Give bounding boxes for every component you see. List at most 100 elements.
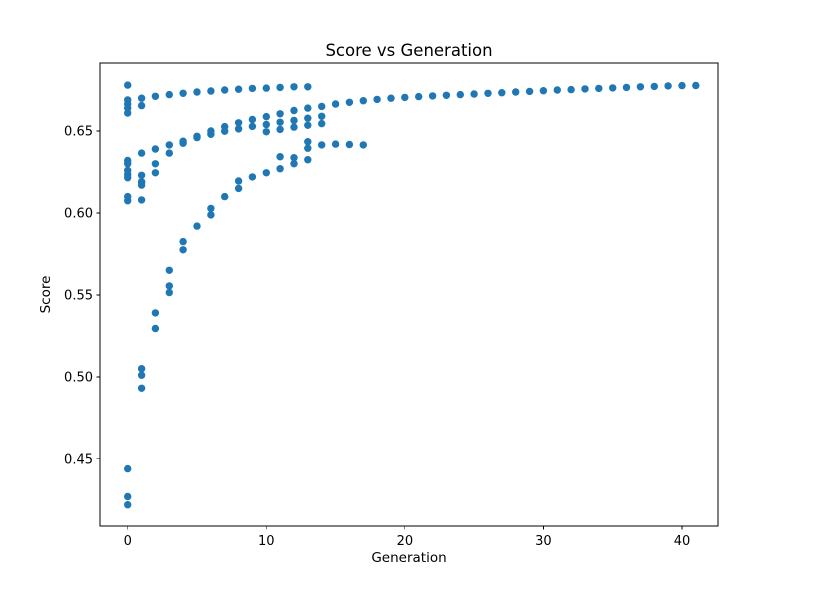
scatter-point-run-mid-a — [262, 120, 270, 129]
scatter-point-run-mid-a — [248, 122, 257, 131]
scatter-point-early-scatter — [124, 197, 132, 205]
scatter-point-run-long — [595, 84, 603, 93]
x-tick-label: 40 — [674, 534, 691, 549]
scatter-point-run-steep — [165, 288, 173, 297]
scatter-point-run-long — [567, 85, 575, 94]
scatter-point-run-long — [373, 95, 381, 104]
scatter-point-run-long — [428, 92, 437, 100]
scatter-point-run-long — [664, 82, 672, 90]
scatter-point-run-steep — [124, 492, 132, 501]
scatter-point-run-long — [650, 82, 658, 91]
y-tick-label: 0.60 — [64, 206, 93, 221]
scatter-point-run-mid-a — [234, 125, 243, 133]
scatter-point-run-steep — [179, 246, 187, 254]
scatter-point-run-long — [262, 112, 270, 121]
scatter-point-run-steep — [207, 211, 215, 219]
scatter-point-run-top — [165, 90, 173, 99]
scatter-point-run-steep — [124, 464, 132, 473]
scatter-point-early-scatter — [137, 196, 146, 204]
scatter-point-run-long — [442, 91, 451, 100]
scatter-point-run-long — [359, 97, 367, 105]
scatter-point-run-top — [290, 83, 298, 91]
scatter-point-run-long — [498, 89, 506, 97]
scatter-point-run-top — [262, 84, 270, 92]
scatter-point-run-top — [137, 101, 146, 110]
scatter-point-run-steep — [137, 371, 146, 379]
scatter-point-run-steep — [151, 324, 160, 333]
x-tick-label: 20 — [397, 534, 414, 549]
scatter-point-run-long — [470, 90, 478, 98]
scatter-point-run-final-cluster — [304, 138, 312, 146]
scatter-point-run-top — [304, 83, 312, 91]
scatter-point-early-scatter — [137, 171, 146, 179]
scatter-point-run-top — [276, 83, 284, 92]
scatter-point-run-steep — [165, 266, 173, 274]
scatter-point-run-top — [234, 85, 243, 93]
scatter-point-run-final-cluster — [304, 144, 312, 152]
scatter-point-run-top — [248, 84, 257, 93]
scatter-point-run-steep — [290, 154, 298, 162]
scatter-point-run-mid-a — [165, 141, 173, 149]
scatter-point-run-long — [636, 83, 645, 91]
scatter-point-run-mid-b — [262, 128, 270, 136]
scatter-point-run-mid-b — [276, 125, 284, 134]
scatter-point-run-mid-a — [151, 145, 160, 153]
scatter-point-run-mid-a — [207, 130, 215, 138]
scatter-point-run-top — [151, 92, 160, 101]
scatter-point-run-long — [151, 160, 160, 168]
x-tick-label: 0 — [124, 534, 132, 549]
scatter-point-run-long — [415, 92, 423, 101]
scatter-point-run-long — [248, 115, 257, 124]
scatter-point-run-long — [622, 83, 631, 92]
scatter-point-run-steep — [193, 222, 201, 230]
y-tick-label: 0.55 — [64, 288, 93, 303]
scatter-point-run-mid-a — [318, 112, 326, 121]
scatter-point-run-mid-b — [304, 121, 312, 129]
scatter-point-run-long — [345, 98, 354, 107]
scatter-point-early-scatter — [137, 181, 146, 189]
scatter-point-run-long — [304, 104, 312, 112]
y-axis-label: Score — [38, 276, 54, 314]
scatter-point-run-steep — [179, 237, 187, 246]
x-tick-label: 30 — [535, 534, 552, 549]
scatter-point-run-steep — [276, 165, 284, 173]
points-layer — [124, 81, 700, 509]
scatter-point-run-mid-b — [318, 119, 326, 128]
y-tick-label: 0.45 — [64, 452, 93, 467]
scatter-point-run-steep — [151, 309, 160, 317]
chart-title: Score vs Generation — [325, 41, 492, 60]
scatter-point-run-top — [124, 109, 132, 117]
scatter-point-run-long — [290, 106, 298, 115]
scatter-point-run-mid-a — [304, 114, 312, 122]
scatter-point-early-scatter — [124, 174, 132, 182]
scatter-point-run-mid-a — [276, 118, 284, 127]
scatter-point-run-long — [165, 149, 173, 157]
scatter-point-run-steep — [124, 501, 132, 509]
scatter-point-run-mid-a — [290, 116, 298, 125]
scatter-point-early-scatter — [151, 169, 160, 177]
scatter-point-run-steep — [234, 184, 243, 193]
scatter-point-run-long — [525, 87, 534, 96]
scatter-point-run-long — [387, 94, 395, 102]
scatter-point-run-final-cluster — [359, 141, 367, 149]
scatter-point-run-steep — [207, 204, 215, 213]
scatter-point-run-final-cluster — [345, 140, 354, 149]
y-tick-label: 0.65 — [64, 125, 93, 140]
scatter-point-run-steep — [262, 169, 270, 177]
axes-layer: 0 10 20 30 40 0.45 0.50 0.55 0.60 0.65 — [64, 62, 719, 549]
y-tick-label: 0.50 — [64, 370, 93, 385]
scatter-point-run-steep — [221, 192, 229, 201]
scatter-point-early-scatter — [124, 160, 132, 168]
scatter-point-run-steep — [234, 177, 243, 185]
scatter-point-run-long — [581, 85, 589, 93]
scatter-point-run-final-cluster — [331, 140, 340, 148]
scatter-point-run-long — [553, 86, 561, 94]
scatter-point-run-steep — [137, 384, 146, 392]
scatter-point-run-long — [539, 87, 548, 95]
scatter-point-run-top — [193, 88, 201, 96]
scatter-point-run-long — [609, 84, 617, 92]
scatter-point-run-steep — [290, 160, 298, 168]
scatter-point-run-long — [484, 89, 492, 98]
